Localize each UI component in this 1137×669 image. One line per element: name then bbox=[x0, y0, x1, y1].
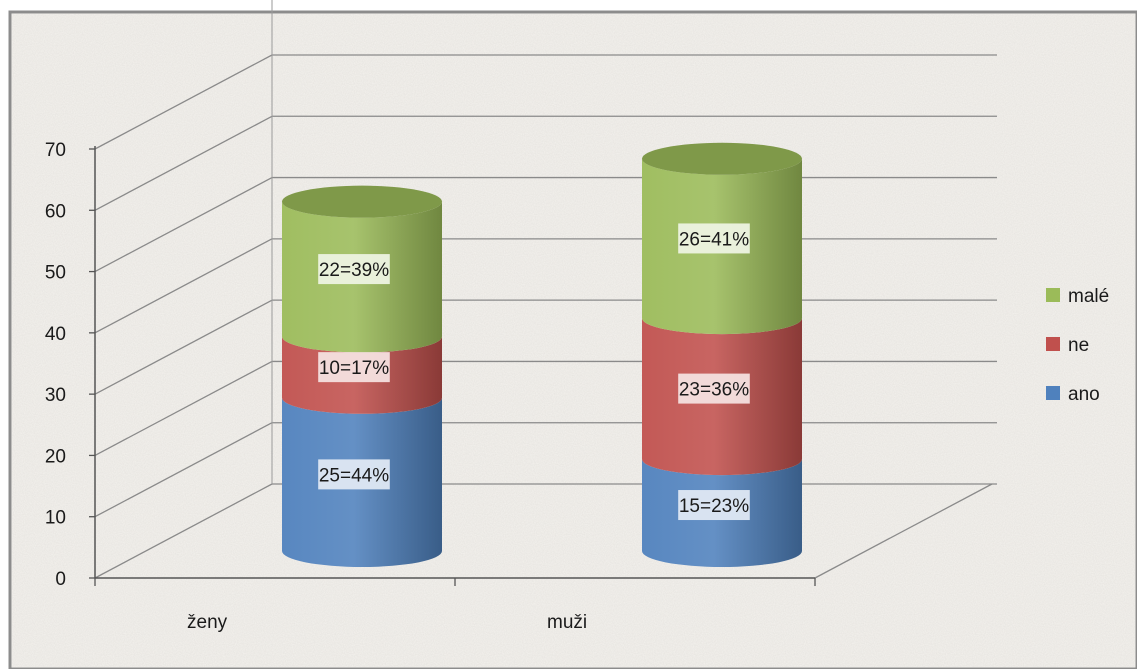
x-tick-label: muži bbox=[547, 612, 587, 633]
data-label-box bbox=[678, 223, 750, 254]
data-label: 25=44% bbox=[319, 465, 389, 486]
data-label-box bbox=[318, 352, 390, 383]
y-tick-label: 40 bbox=[45, 324, 66, 345]
paper-texture bbox=[12, 14, 1135, 667]
y-tick-label: 10 bbox=[45, 508, 66, 529]
gridline-side bbox=[94, 360, 273, 457]
data-label: 23=36% bbox=[679, 380, 749, 401]
gridline-side bbox=[94, 238, 273, 334]
y-tick-label: 20 bbox=[45, 446, 66, 467]
gridline-side bbox=[94, 483, 273, 579]
bar-top-cap bbox=[282, 185, 442, 218]
legend-swatch bbox=[1046, 337, 1060, 351]
gridline-side bbox=[94, 115, 273, 211]
legend: malé ne ano bbox=[1046, 286, 1109, 405]
x-tick-label: ženy bbox=[187, 612, 228, 633]
data-label-box bbox=[318, 254, 390, 285]
y-tick-label: 60 bbox=[45, 201, 66, 222]
data-label: 22=39% bbox=[319, 260, 389, 281]
legend-swatch bbox=[1046, 386, 1060, 400]
data-label: 10=17% bbox=[319, 358, 389, 379]
gridline-side bbox=[94, 299, 273, 395]
legend-label: ano bbox=[1068, 384, 1100, 405]
gridline-side bbox=[94, 176, 273, 273]
data-label: 15=23% bbox=[679, 496, 749, 517]
axes: 0 10 20 30 40 50 60 70 ženy muži bbox=[45, 140, 816, 633]
data-label-box bbox=[678, 373, 750, 404]
data-label: 26=41% bbox=[679, 229, 749, 250]
gridline-side bbox=[94, 54, 273, 150]
gridline-side bbox=[94, 422, 273, 518]
y-tick-label: 70 bbox=[45, 140, 66, 161]
floor-edge bbox=[814, 483, 993, 579]
legend-swatch bbox=[1046, 288, 1060, 302]
legend-label: malé bbox=[1068, 286, 1109, 307]
y-tick-label: 30 bbox=[45, 385, 66, 406]
legend-label: ne bbox=[1068, 335, 1089, 356]
y-tick-label: 50 bbox=[45, 263, 66, 284]
data-labels: 25=44% 10=17% 22=39% 15=23% 23=36% 26=41% bbox=[318, 223, 750, 521]
data-label-box bbox=[678, 490, 750, 521]
y-tick-label: 0 bbox=[55, 569, 66, 590]
data-label-box bbox=[318, 459, 390, 490]
bar-top-cap bbox=[642, 142, 802, 175]
